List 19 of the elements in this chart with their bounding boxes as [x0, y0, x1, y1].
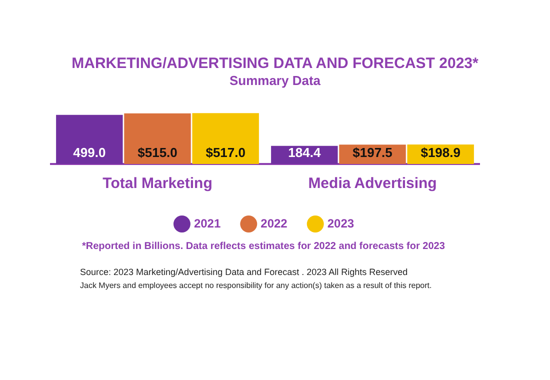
- data-label: 184.4: [288, 145, 322, 160]
- data-label: $517.0: [206, 145, 246, 160]
- text: Jack Myers and employees accept no responsibility for any action(s) taken as a result of this report.: [80, 281, 432, 290]
- data-label: 499.0: [73, 145, 106, 160]
- source-note: Source: 2023 Marketing/Advertising Data and Forecast . 2023 All Rights Reserved: [80, 267, 408, 277]
- x-tick-label: Media Advertising: [308, 175, 437, 192]
- legend-label: 2022: [260, 216, 288, 230]
- legend-label: 2021: [194, 216, 221, 230]
- data-label: $198.9: [420, 145, 460, 160]
- legend-label: 2023: [327, 216, 354, 230]
- chart-subtitle: Summary Data: [228, 73, 322, 88]
- bar: [192, 113, 259, 164]
- text: *Reported in Billions. Data reflects estimates for 2022 and forecasts for 2023: [82, 241, 445, 252]
- data-label: $515.0: [138, 145, 178, 160]
- data-label: $197.5: [352, 145, 392, 160]
- bar: [124, 113, 191, 164]
- bar: [56, 114, 123, 164]
- chart-title: MARKETING/ADVERTISING DATA AND FORECAST 2023*: [70, 55, 480, 72]
- x-tick-label: Total Marketing: [102, 175, 212, 192]
